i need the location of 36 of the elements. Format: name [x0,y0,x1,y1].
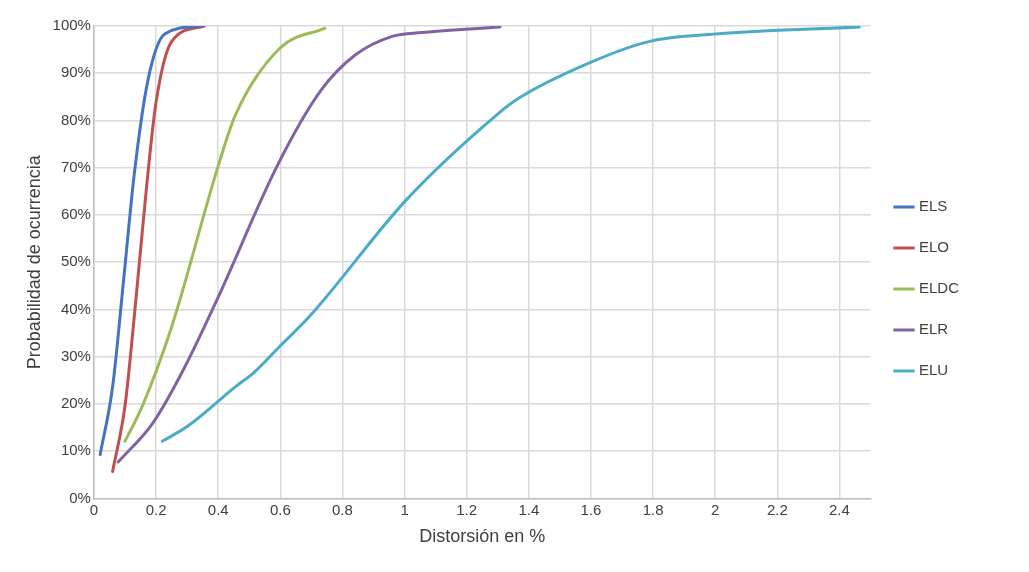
x-tick-label: 0.4 [207,500,229,518]
y-axis-title: Probabilidad de ocurrencia [23,154,44,370]
line-series [160,26,861,443]
x-tick-label: 2 [711,500,720,518]
x-tick-label: 2.4 [829,500,850,518]
x-tick-label: 1.2 [456,500,478,518]
legend-label: ELO [918,238,949,256]
line-series [123,26,327,443]
x-tick-label: 2.2 [766,500,788,518]
y-tick-label: 100% [52,16,91,34]
x-tick-label: 1.8 [642,500,664,518]
y-tick-label: 90% [60,63,91,81]
x-tick-label: 1.6 [580,500,602,518]
y-tick-label: 60% [60,205,91,223]
x-tick-label: 0.2 [145,500,167,518]
legend-label: ELR [918,320,949,338]
x-axis-title: Distorsión en % [419,526,546,547]
legend-label: ELDC [918,279,960,297]
legend-label: ELU [918,361,949,379]
legend-label: ELS [918,197,948,215]
x-tick-label: 1.4 [518,500,540,518]
y-tick-label: 0% [69,488,91,506]
y-tick-label: 70% [60,157,91,175]
y-tick-label: 20% [60,394,91,412]
y-tick-label: 50% [60,252,91,270]
y-tick-label: 30% [60,346,91,364]
y-tick-label: 40% [60,299,91,317]
y-tick-label: 10% [60,441,91,459]
x-tick-label: 1 [400,500,409,518]
line-series [111,26,206,473]
line-series [98,26,205,456]
x-tick-label: 0.6 [269,500,291,518]
x-tick-label: 0 [89,500,99,518]
y-tick-label: 80% [60,110,91,128]
line-series [116,26,502,464]
x-tick-label: 0.8 [332,500,353,518]
